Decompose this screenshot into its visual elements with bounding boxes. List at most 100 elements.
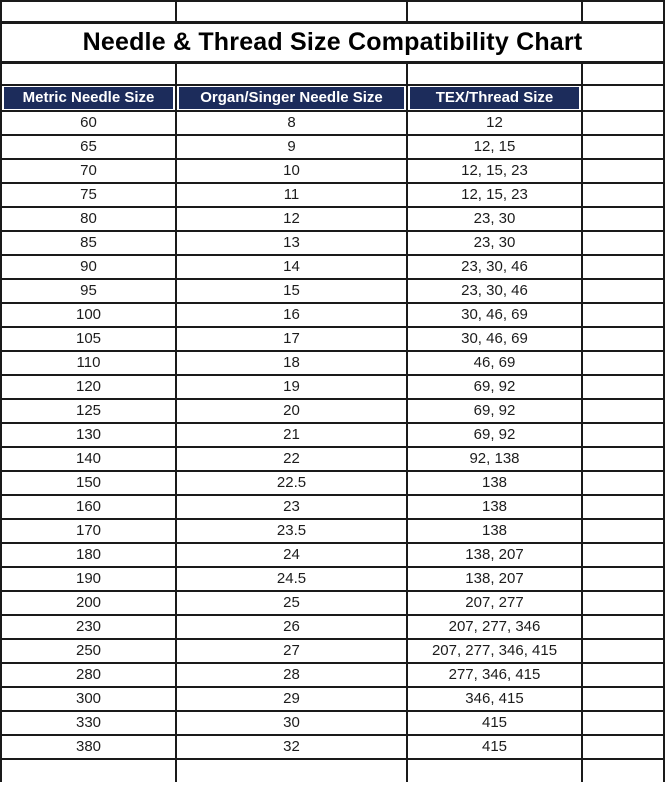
cell-organ-singer-needle-size: 16 — [175, 302, 408, 328]
cell-tex-thread-size: 138 — [406, 518, 583, 544]
table-row: 65 9 12, 15 — [0, 134, 665, 160]
cell-tex-thread-size: 346, 415 — [406, 686, 583, 712]
header-band: Organ/Singer Needle Size — [179, 87, 404, 109]
empty-cell — [581, 638, 665, 664]
empty-cell — [581, 470, 665, 496]
cell-organ-singer-needle-size: 23 — [175, 494, 408, 520]
cell-metric-needle-size: 100 — [0, 302, 177, 328]
empty-cell — [581, 710, 665, 736]
cell-metric-needle-size: 60 — [0, 110, 177, 136]
table-row: 250 27 207, 277, 346, 415 — [0, 638, 665, 664]
cell-tex-thread-size: 23, 30, 46 — [406, 254, 583, 280]
table-row: 125 20 69, 92 — [0, 398, 665, 424]
cell-metric-needle-size: 110 — [0, 350, 177, 376]
cell-tex-thread-size: 12, 15, 23 — [406, 182, 583, 208]
cell-tex-thread-size: 23, 30 — [406, 206, 583, 232]
spacer-row — [0, 61, 665, 86]
cell-metric-needle-size: 170 — [0, 518, 177, 544]
cell-tex-thread-size: 23, 30, 46 — [406, 278, 583, 304]
cell-tex-thread-size: 30, 46, 69 — [406, 302, 583, 328]
cell-organ-singer-needle-size: 12 — [175, 206, 408, 232]
cell-tex-thread-size: 12 — [406, 110, 583, 136]
cell-metric-needle-size: 300 — [0, 686, 177, 712]
empty-cell — [175, 0, 408, 24]
table-row: 110 18 46, 69 — [0, 350, 665, 376]
cell-organ-singer-needle-size: 13 — [175, 230, 408, 256]
table-row: 300 29 346, 415 — [0, 686, 665, 712]
table-row: 140 22 92, 138 — [0, 446, 665, 472]
cell-tex-thread-size: 12, 15 — [406, 134, 583, 160]
empty-cell — [581, 254, 665, 280]
cell-metric-needle-size: 80 — [0, 206, 177, 232]
cell-metric-needle-size: 280 — [0, 662, 177, 688]
cell-organ-singer-needle-size: 25 — [175, 590, 408, 616]
table-row: 75 11 12, 15, 23 — [0, 182, 665, 208]
cell-metric-needle-size: 150 — [0, 470, 177, 496]
cell-tex-thread-size: 69, 92 — [406, 374, 583, 400]
cell-metric-needle-size: 250 — [0, 638, 177, 664]
empty-cell — [0, 758, 177, 782]
cell-tex-thread-size: 207, 277, 346, 415 — [406, 638, 583, 664]
empty-cell — [581, 84, 665, 112]
cell-organ-singer-needle-size: 24.5 — [175, 566, 408, 592]
cell-tex-thread-size: 46, 69 — [406, 350, 583, 376]
cell-metric-needle-size: 330 — [0, 710, 177, 736]
empty-cell — [581, 446, 665, 472]
cell-organ-singer-needle-size: 8 — [175, 110, 408, 136]
empty-cell — [581, 350, 665, 376]
cell-tex-thread-size: 415 — [406, 734, 583, 760]
table-row: 60 8 12 — [0, 110, 665, 136]
header-cell-organ-singer-needle-size: Organ/Singer Needle Size — [175, 84, 408, 112]
cell-metric-needle-size: 200 — [0, 590, 177, 616]
empty-cell — [581, 518, 665, 544]
empty-cell — [581, 758, 665, 782]
cell-organ-singer-needle-size: 9 — [175, 134, 408, 160]
header-row: Metric Needle Size Organ/Singer Needle S… — [0, 84, 665, 112]
empty-cell — [581, 61, 665, 86]
cell-organ-singer-needle-size: 26 — [175, 614, 408, 640]
table-row: 200 25 207, 277 — [0, 590, 665, 616]
cell-metric-needle-size: 180 — [0, 542, 177, 568]
cell-metric-needle-size: 105 — [0, 326, 177, 352]
cell-tex-thread-size: 415 — [406, 710, 583, 736]
table-row: 85 13 23, 30 — [0, 230, 665, 256]
table-row: 95 15 23, 30, 46 — [0, 278, 665, 304]
empty-cell — [581, 326, 665, 352]
empty-cell — [581, 590, 665, 616]
empty-cell — [581, 278, 665, 304]
cell-organ-singer-needle-size: 30 — [175, 710, 408, 736]
cell-organ-singer-needle-size: 10 — [175, 158, 408, 184]
cell-tex-thread-size: 138, 207 — [406, 566, 583, 592]
empty-cell — [581, 686, 665, 712]
empty-cell — [581, 422, 665, 448]
cell-organ-singer-needle-size: 19 — [175, 374, 408, 400]
cell-tex-thread-size: 30, 46, 69 — [406, 326, 583, 352]
empty-cell — [581, 302, 665, 328]
empty-cell — [0, 0, 177, 24]
cell-metric-needle-size: 85 — [0, 230, 177, 256]
cell-tex-thread-size: 69, 92 — [406, 422, 583, 448]
header-band: Metric Needle Size — [4, 87, 173, 109]
table-row: 380 32 415 — [0, 734, 665, 760]
cell-organ-singer-needle-size: 23.5 — [175, 518, 408, 544]
cell-tex-thread-size: 277, 346, 415 — [406, 662, 583, 688]
cell-organ-singer-needle-size: 27 — [175, 638, 408, 664]
cell-tex-thread-size: 92, 138 — [406, 446, 583, 472]
cell-tex-thread-size: 207, 277 — [406, 590, 583, 616]
table-row: 120 19 69, 92 — [0, 374, 665, 400]
empty-cell — [581, 398, 665, 424]
cell-metric-needle-size: 125 — [0, 398, 177, 424]
table-row: 160 23 138 — [0, 494, 665, 520]
cell-metric-needle-size: 230 — [0, 614, 177, 640]
empty-cell — [581, 494, 665, 520]
page-title: Needle & Thread Size Compatibility Chart — [0, 21, 665, 64]
cell-organ-singer-needle-size: 18 — [175, 350, 408, 376]
cell-tex-thread-size: 138 — [406, 494, 583, 520]
cell-tex-thread-size: 138 — [406, 470, 583, 496]
empty-cell — [581, 566, 665, 592]
cell-organ-singer-needle-size: 24 — [175, 542, 408, 568]
cell-organ-singer-needle-size: 21 — [175, 422, 408, 448]
empty-cell — [581, 662, 665, 688]
cell-tex-thread-size: 69, 92 — [406, 398, 583, 424]
